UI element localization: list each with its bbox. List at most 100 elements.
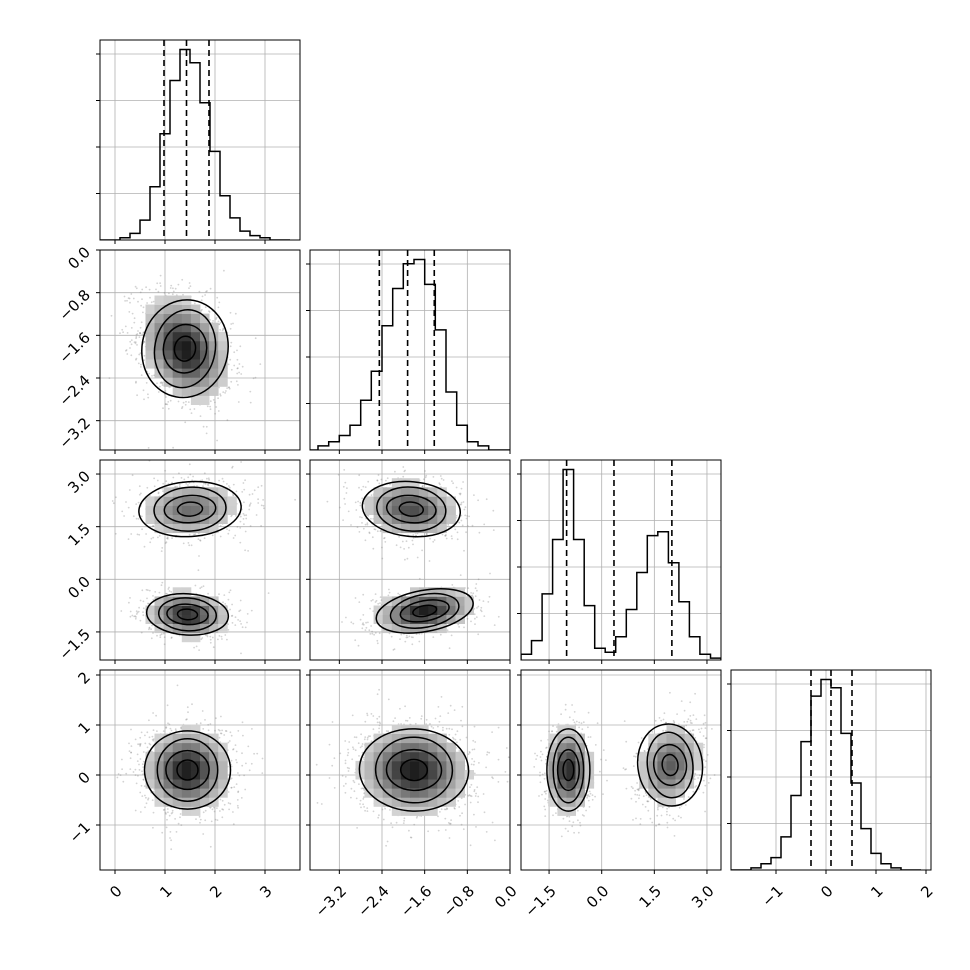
density-cell bbox=[190, 304, 201, 314]
scatter-point bbox=[215, 406, 218, 408]
density-cell bbox=[163, 614, 174, 624]
density-cell bbox=[218, 368, 228, 378]
scatter-point bbox=[219, 810, 221, 812]
scatter-point bbox=[479, 609, 482, 612]
scatter-point bbox=[239, 599, 242, 602]
scatter-point bbox=[214, 412, 217, 415]
density-cell bbox=[145, 605, 155, 615]
scatter-point bbox=[207, 729, 210, 732]
scatter-point bbox=[474, 617, 476, 620]
scatter-point bbox=[477, 499, 479, 502]
density-cell bbox=[218, 605, 228, 615]
scatter-point bbox=[238, 363, 241, 365]
scatter-point bbox=[125, 349, 128, 351]
density-cell bbox=[446, 596, 456, 606]
scatter-point bbox=[240, 461, 243, 463]
scatter-point bbox=[232, 537, 235, 539]
scatter-point bbox=[136, 333, 139, 335]
scatter-point bbox=[215, 316, 218, 319]
density-cell bbox=[419, 514, 429, 524]
density-cell bbox=[190, 368, 201, 378]
scatter-point bbox=[137, 610, 140, 613]
scatter-point bbox=[193, 533, 195, 536]
scatter-point bbox=[432, 476, 435, 478]
scatter-point bbox=[368, 531, 371, 534]
scatter-point bbox=[219, 329, 222, 331]
scatter-point bbox=[139, 331, 141, 334]
density-cell bbox=[154, 340, 164, 351]
scatter-point bbox=[142, 306, 145, 309]
scatter-point bbox=[226, 528, 228, 530]
density-cell bbox=[181, 377, 192, 387]
scatter-point bbox=[206, 634, 209, 636]
density-cell bbox=[145, 359, 155, 369]
scatter-point bbox=[144, 734, 146, 737]
scatter-point bbox=[228, 529, 231, 532]
histogram-step bbox=[310, 258, 510, 450]
density-cell bbox=[181, 359, 192, 369]
density-cell bbox=[190, 359, 201, 369]
scatter-point bbox=[354, 639, 357, 642]
density-cell bbox=[200, 496, 210, 506]
scatter-point bbox=[238, 774, 241, 777]
scatter-point bbox=[199, 821, 201, 824]
scatter-point bbox=[135, 381, 137, 384]
scatter-point bbox=[168, 292, 170, 295]
scatter-point bbox=[465, 517, 468, 520]
scatter-point bbox=[140, 515, 143, 518]
density-cell bbox=[209, 368, 219, 378]
density-cell bbox=[145, 304, 155, 314]
scatter-point bbox=[385, 479, 387, 482]
scatter-point bbox=[415, 633, 418, 635]
scatter-point bbox=[474, 587, 477, 590]
scatter-point bbox=[138, 336, 141, 338]
scatter-point bbox=[153, 477, 156, 480]
scatter-point bbox=[159, 285, 162, 287]
scatter-point bbox=[134, 738, 137, 741]
scatter-point bbox=[244, 479, 247, 482]
scatter-point bbox=[404, 469, 406, 472]
scatter-point bbox=[204, 294, 207, 296]
density-cell bbox=[428, 487, 438, 497]
scatter-point bbox=[135, 782, 138, 785]
scatter-point bbox=[216, 439, 219, 442]
scatter-point bbox=[219, 322, 222, 324]
scatter-point bbox=[161, 381, 164, 384]
density-cell bbox=[455, 596, 465, 606]
scatter-point bbox=[206, 290, 208, 292]
scatter-point bbox=[246, 621, 248, 624]
scatter-point bbox=[137, 362, 140, 365]
scatter-point bbox=[138, 485, 141, 488]
scatter-point bbox=[201, 295, 204, 298]
contour-level bbox=[141, 299, 229, 399]
scatter-point bbox=[226, 483, 228, 485]
scatter-point bbox=[139, 352, 142, 355]
scatter-point bbox=[229, 311, 232, 314]
scatter-point bbox=[139, 291, 142, 294]
scatter-point bbox=[158, 534, 161, 537]
scatter-point bbox=[237, 384, 239, 386]
scatter-point bbox=[403, 470, 406, 473]
density-cell bbox=[373, 487, 384, 497]
scatter-point bbox=[157, 492, 160, 495]
scatter-point bbox=[239, 541, 242, 544]
density-cell bbox=[446, 505, 456, 515]
scatter-point bbox=[471, 524, 474, 527]
scatter-point bbox=[212, 320, 215, 322]
scatter-point bbox=[428, 560, 431, 562]
scatter-point bbox=[152, 536, 155, 539]
scatter-point bbox=[150, 301, 153, 304]
scatter-point bbox=[215, 318, 218, 320]
scatter-point bbox=[127, 297, 130, 299]
panel-2-0 bbox=[96, 459, 301, 664]
scatter-point bbox=[480, 610, 483, 613]
scatter-point bbox=[134, 615, 137, 618]
scatter-point bbox=[460, 501, 463, 504]
scatter-point bbox=[444, 534, 447, 537]
scatter-point bbox=[228, 387, 231, 390]
contour-level bbox=[361, 480, 462, 538]
density-cell bbox=[218, 505, 228, 515]
density-cell bbox=[218, 614, 228, 624]
density-cell bbox=[181, 596, 192, 606]
scatter-point bbox=[374, 593, 377, 595]
